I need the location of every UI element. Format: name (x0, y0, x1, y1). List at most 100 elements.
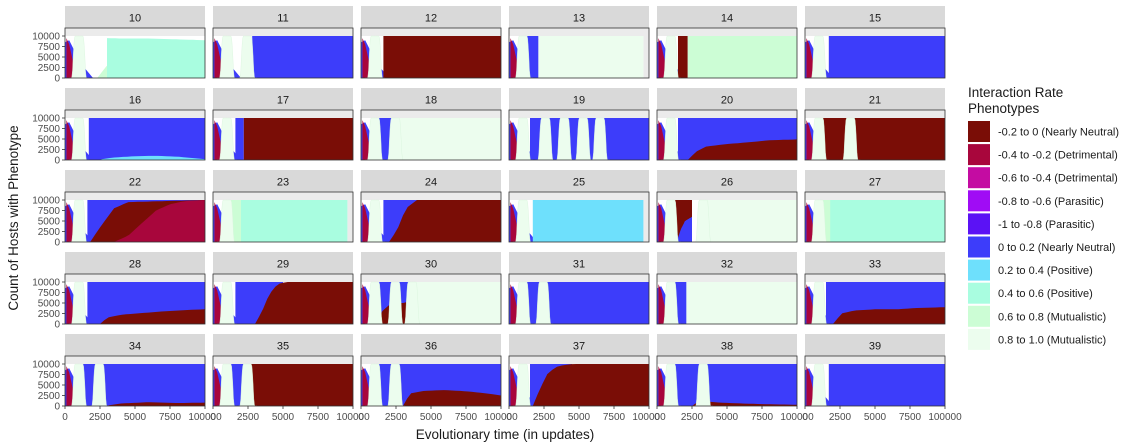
facet-strip (657, 334, 797, 356)
facet-label: 24 (425, 177, 437, 189)
facet-panel-21: 21 (804, 88, 946, 161)
mutualistic-peak (237, 35, 258, 78)
facet-strip (509, 170, 649, 192)
x-tick-label: 100000 (336, 412, 370, 423)
mutualistic-peak (365, 199, 385, 242)
panel-areas (509, 281, 649, 324)
area-series-c5 (828, 364, 945, 406)
early-spike-detrimental (806, 284, 818, 324)
panel-border (360, 191, 502, 243)
area-series-c0 (532, 364, 649, 406)
legend-swatch (968, 236, 990, 258)
x-tick-label: 0 (654, 412, 660, 423)
legend-label: -0.4 to -0.2 (Detrimental) (998, 150, 1118, 162)
area-series-c0 (255, 282, 353, 324)
mutualistic-peak (69, 281, 89, 324)
mutualistic-peak (365, 35, 385, 78)
panel-areas (213, 199, 348, 242)
facet-strip (65, 170, 205, 192)
facet-strip (65, 6, 205, 28)
y-tick-label: 2500 (38, 309, 61, 320)
mutualistic-peak (89, 363, 110, 406)
panel-areas (805, 281, 945, 324)
x-tick-label: 5000 (420, 412, 443, 423)
y-tick-label: 7500 (38, 124, 61, 135)
panel-border (212, 273, 354, 325)
facet-label: 13 (573, 13, 585, 25)
facet-label: 19 (573, 95, 585, 107)
y-tick-label: 0 (54, 156, 60, 167)
area-series-c5 (79, 364, 205, 406)
x-tick-label: 0 (506, 412, 512, 423)
facet-strip (509, 334, 649, 356)
area-series-c0 (833, 307, 945, 324)
area-series-c6 (101, 155, 205, 160)
area-series-c9 (412, 282, 501, 324)
panel-border (508, 191, 650, 243)
early-spike-detrimental (806, 366, 818, 406)
facet-strip (361, 252, 501, 274)
mutualistic-peak (693, 363, 713, 406)
facet-label: 16 (129, 95, 141, 107)
mutualistic-peak (385, 281, 406, 324)
x-tick-label: 7500 (751, 412, 774, 423)
facet-panel-29: 29 (212, 252, 354, 325)
x-axis-title: Evolutionary time (in updates) (416, 427, 595, 442)
mutualistic-peak (661, 117, 681, 160)
legend-label: 0.6 to 0.8 (Mutualistic) (998, 311, 1106, 323)
panel-border (64, 191, 206, 243)
legend-label: 0.8 to 1.0 (Mutualistic) (998, 334, 1106, 346)
x-tick-label: 2500 (533, 412, 556, 423)
legend-title-line: Interaction Rate (968, 85, 1063, 100)
facet-label: 15 (869, 13, 881, 25)
y-tick-label: 5000 (38, 53, 61, 64)
legend-swatch (968, 282, 990, 304)
x-tick-label: 5000 (568, 412, 591, 423)
facet-label: 27 (869, 177, 881, 189)
early-spike-detrimental (806, 38, 818, 78)
panel-border (360, 27, 502, 79)
area-series-c9 (538, 36, 644, 78)
x-tick-label: 7500 (603, 412, 626, 423)
mutualistic-peak (217, 281, 237, 324)
mutualistic-peak (69, 117, 89, 160)
area-series-c0 (687, 139, 797, 160)
panel-areas (805, 117, 945, 160)
mutualistic-peak (535, 117, 556, 160)
panel-border (804, 109, 946, 161)
mutualistic-peak (809, 281, 829, 324)
x-tick-label: 2500 (829, 412, 852, 423)
facet-panel-27: 27 (804, 170, 946, 243)
area-series-c5 (671, 364, 797, 406)
facet-panel-35: 35 (212, 334, 354, 407)
legend-swatch (968, 167, 990, 189)
x-tick-label: 2500 (89, 412, 112, 423)
facet-panel-38: 38 (656, 334, 798, 407)
panel-areas (805, 199, 945, 242)
early-spike-detrimental (806, 120, 818, 160)
mutualistic-peak (809, 35, 829, 78)
panel-areas (361, 281, 501, 324)
facet-label: 28 (129, 259, 141, 271)
area-series-c0 (403, 390, 501, 406)
early-spike-detrimental (658, 284, 670, 324)
x-tick-label: 2500 (385, 412, 408, 423)
mutualistic-peak (809, 117, 829, 160)
mutualistic-peak (69, 199, 89, 242)
facet-label: 14 (721, 13, 733, 25)
legend-label: 0.4 to 0.6 (Positive) (998, 288, 1093, 300)
panel-border (212, 191, 354, 243)
mutualistic-peak (385, 117, 406, 160)
area-series-c0 (819, 118, 945, 160)
mutualistic-peak (513, 35, 533, 78)
panel-areas (657, 117, 797, 160)
facet-strip (65, 88, 205, 110)
y-tick-label: 2500 (38, 227, 61, 238)
panel-areas (361, 363, 501, 406)
area-series-c0 (243, 118, 353, 160)
x-tick-label: 5000 (864, 412, 887, 423)
facet-strip (805, 252, 945, 274)
y-tick-label: 0 (54, 74, 60, 85)
x-tick-label: 2500 (237, 412, 260, 423)
